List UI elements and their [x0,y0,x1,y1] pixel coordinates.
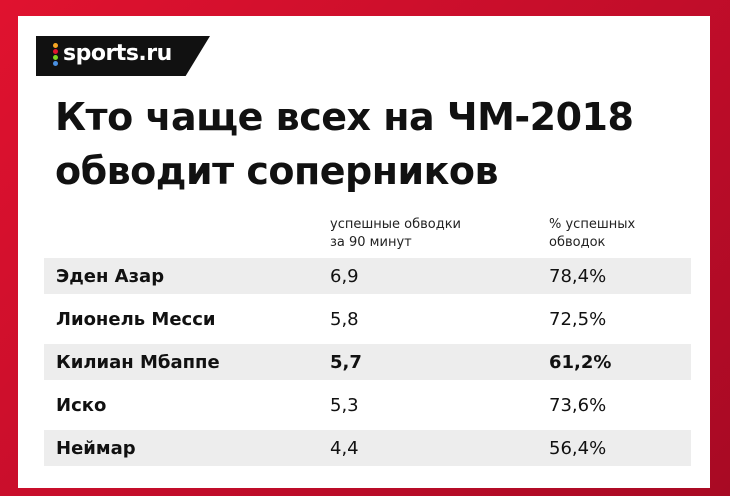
sports-ru-logo: sports.ru [36,36,210,76]
page-title: Кто чаще всех на ЧМ-2018 обводит соперни… [55,90,634,198]
success-pct-value: 78,4% [549,265,607,287]
dribbles-value: 6,9 [330,265,359,287]
player-name: Эден Азар [56,265,165,287]
table-row: Эден Азар 6,9 78,4% [44,258,691,294]
player-name: Неймар [56,437,136,459]
player-name: Килиан Мбаппе [56,351,220,373]
table-row: Неймар 4,4 56,4% [44,430,691,466]
column-header-line: % успешных [549,217,636,232]
column-header-line: обводок [549,235,606,250]
player-name: Лионель Месси [56,308,216,330]
success-pct-value: 61,2% [549,351,612,373]
logo-dots-icon [53,43,59,69]
table-row: Килиан Мбаппе 5,7 61,2% [44,344,691,380]
logo-dot [53,61,58,66]
dribbles-value: 5,7 [330,351,362,373]
column-header-dribbles: успешные обводки за 90 минут [330,216,461,252]
column-header-line: успешные обводки [330,217,462,232]
title-line-2: обводит соперников [55,149,499,193]
logo-dot [53,55,58,60]
dribbles-value: 5,3 [330,394,359,416]
stats-table: Эден Азар 6,9 78,4% Лионель Месси 5,8 72… [44,258,691,473]
success-pct-value: 56,4% [549,437,607,459]
infographic-card [18,16,710,488]
logo-text: sports.ru [63,41,172,66]
success-pct-value: 73,6% [549,394,607,416]
logo-dot [53,43,58,48]
player-name: Иско [56,394,107,416]
column-header-success-pct: % успешных обводок [549,216,635,252]
table-row: Иско 5,3 73,6% [44,387,691,423]
logo-dot [53,49,58,54]
dribbles-value: 5,8 [330,308,359,330]
dribbles-value: 4,4 [330,437,359,459]
title-line-1: Кто чаще всех на ЧМ-2018 [55,95,634,139]
table-row: Лионель Месси 5,8 72,5% [44,301,691,337]
success-pct-value: 72,5% [549,308,607,330]
column-header-line: за 90 минут [330,235,412,250]
